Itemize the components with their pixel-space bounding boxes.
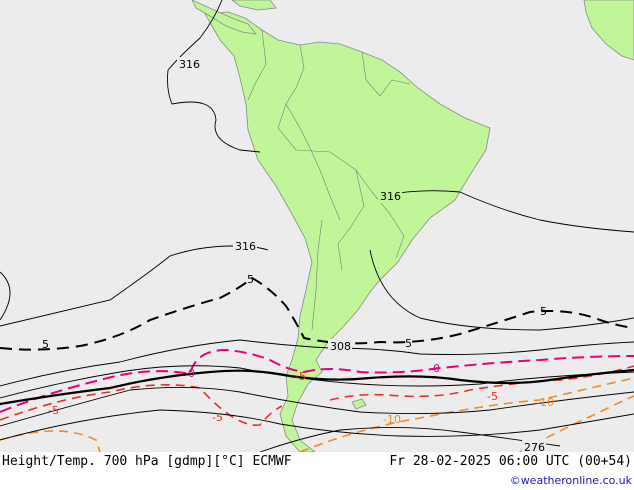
map-footer: Height/Temp. 700 hPa [gdmp][°C] ECMWF Fr… — [0, 452, 634, 490]
valid-time: Fr 28-02-2025 06:00 UTC (00+54) — [389, 454, 632, 469]
height-labels: 316 316 316 308 276 — [177, 57, 546, 452]
temp-label-minus10: -10 — [536, 396, 554, 409]
map-title: Height/Temp. 700 hPa [gdmp][°C] ECMWF — [2, 454, 292, 469]
central-america-landmass — [191, 0, 257, 35]
map-canvas: 316 316 316 308 276 5 5 5 5 -5 -5 0 0 -5… — [0, 0, 634, 452]
height-label: 316 — [235, 240, 256, 253]
height-label: 308 — [330, 340, 351, 353]
falkland-islands-landmass — [351, 398, 367, 410]
height-label: 316 — [179, 58, 200, 71]
temp-label-minus5: -5 — [48, 404, 59, 417]
temp-label-plus5: 5 — [540, 305, 547, 318]
africa-landmass — [583, 0, 634, 61]
height-label: 276 — [524, 441, 545, 452]
temp-label-plus5: 5 — [405, 337, 412, 350]
isotherm-zero — [0, 348, 634, 413]
isotherm-minus5 — [0, 365, 634, 426]
temp-label-minus10: -10 — [383, 413, 401, 426]
height-label: 316 — [380, 190, 401, 203]
temp-label-zero: 0 — [188, 367, 195, 380]
temp-label-plus5: 5 — [247, 273, 254, 286]
height-contour-thick — [0, 368, 634, 406]
temperature-labels: 5 5 5 5 -5 -5 0 0 -5 -5 -10 -10 — [42, 273, 554, 426]
site-credit[interactable]: ©weatheronline.co.uk — [509, 474, 632, 487]
isotherm-plus5 — [0, 276, 634, 351]
temp-label-plus5: 5 — [42, 338, 49, 351]
caribbean-landmass — [231, 0, 277, 11]
temp-label-minus5: -5 — [487, 390, 498, 403]
isotherm-minus10 — [0, 377, 634, 452]
temp-label-minus5: -5 — [212, 411, 223, 424]
temp-label-minus5: -5 — [295, 370, 306, 383]
temp-label-zero: 0 — [433, 362, 440, 375]
